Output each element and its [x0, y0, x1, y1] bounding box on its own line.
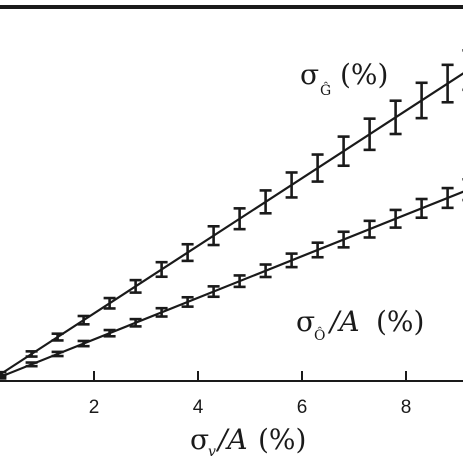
error-bar-s1-16: [415, 81, 428, 120]
error-bar-s2-4: [103, 328, 116, 338]
error-bar-s2-12: [311, 241, 324, 259]
svg-text:(%): (%): [376, 305, 424, 338]
error-bar-s2-3: [77, 339, 90, 348]
x-tick-label-6: 6: [297, 397, 308, 418]
error-bar-s2-15: [389, 208, 402, 229]
error-bar-s1-1: [25, 350, 38, 358]
svg-text:/A: /A: [215, 423, 248, 456]
fit-line-1: [0, 72, 463, 376]
svg-text:Ĝ: Ĝ: [320, 81, 331, 99]
svg-text:v: v: [208, 444, 216, 460]
x-tick-label-8: 8: [401, 397, 412, 418]
series2-sub: Ô: [314, 326, 325, 344]
xlabel-unit: (%): [258, 423, 306, 456]
svg-text:σ: σ: [296, 305, 315, 338]
error-bar-s1-13: [337, 135, 350, 168]
error-bar-s1-10: [259, 189, 272, 215]
error-bar-s1-3: [77, 314, 90, 326]
x-ticks: 2 4 6 8: [89, 371, 412, 418]
series2-label: σ Ô /A (%): [296, 305, 424, 344]
error-bar-s1-4: [103, 296, 116, 310]
error-bar-s1-7: [181, 242, 194, 263]
series2-sigma: σ: [296, 305, 315, 338]
error-bar-s1-5: [129, 278, 142, 294]
series2-rest: /A: [327, 305, 360, 338]
error-bar-s1-9: [233, 207, 246, 231]
error-bar-s2-16: [415, 197, 428, 220]
svg-text:(%): (%): [340, 58, 388, 91]
svg-text:σ: σ: [300, 58, 319, 91]
x-axis-label: σ v /A (%): [190, 423, 306, 460]
error-bar-s1-11: [285, 171, 298, 199]
series1-unit: (%): [340, 58, 388, 91]
error-bar-s1-8: [207, 225, 220, 247]
error-bar-s2-13: [337, 230, 350, 249]
series1-label: σ Ĝ (%): [300, 58, 388, 99]
error-bar-s2-14: [363, 219, 376, 239]
error-bar-s2-8: [207, 285, 220, 299]
svg-text:/A: /A: [327, 305, 360, 338]
fit-lines: [0, 72, 463, 379]
error-bar-s2-7: [181, 295, 194, 308]
xlabel-sigma: σ: [190, 423, 209, 456]
error-bar-s2-10: [259, 263, 272, 279]
error-bar-s2-5: [129, 317, 142, 328]
series1-sigma: σ: [300, 58, 319, 91]
error-bar-s1-2: [51, 332, 64, 342]
svg-text:(%): (%): [258, 423, 306, 456]
error-bar-s1-14: [363, 117, 376, 152]
error-bar-s2-0: [0, 373, 7, 380]
x-tick-label-4: 4: [193, 397, 204, 418]
error-bar-s1-6: [155, 260, 168, 279]
error-bar-s2-9: [233, 274, 246, 289]
fit-line-2: [0, 190, 463, 379]
svg-text:σ: σ: [190, 423, 209, 456]
svg-text:Ô: Ô: [314, 326, 325, 344]
error-bar-s1-17: [441, 63, 454, 104]
error-bar-s2-17: [441, 186, 454, 210]
error-bar-s2-6: [155, 306, 168, 318]
error-bar-s1-15: [389, 99, 402, 136]
error-bar-s1-12: [311, 153, 324, 183]
error-bar-s2-11: [285, 252, 298, 269]
xlabel-sub: v: [208, 444, 216, 460]
error-bar-s2-1: [25, 361, 38, 368]
series2-unit: (%): [376, 305, 424, 338]
x-tick-label-2: 2: [89, 397, 100, 418]
series1-sub: Ĝ: [320, 81, 331, 99]
xlabel-rest: /A: [215, 423, 248, 456]
error-bars: [0, 48, 463, 380]
error-bar-s2-2: [51, 350, 64, 358]
